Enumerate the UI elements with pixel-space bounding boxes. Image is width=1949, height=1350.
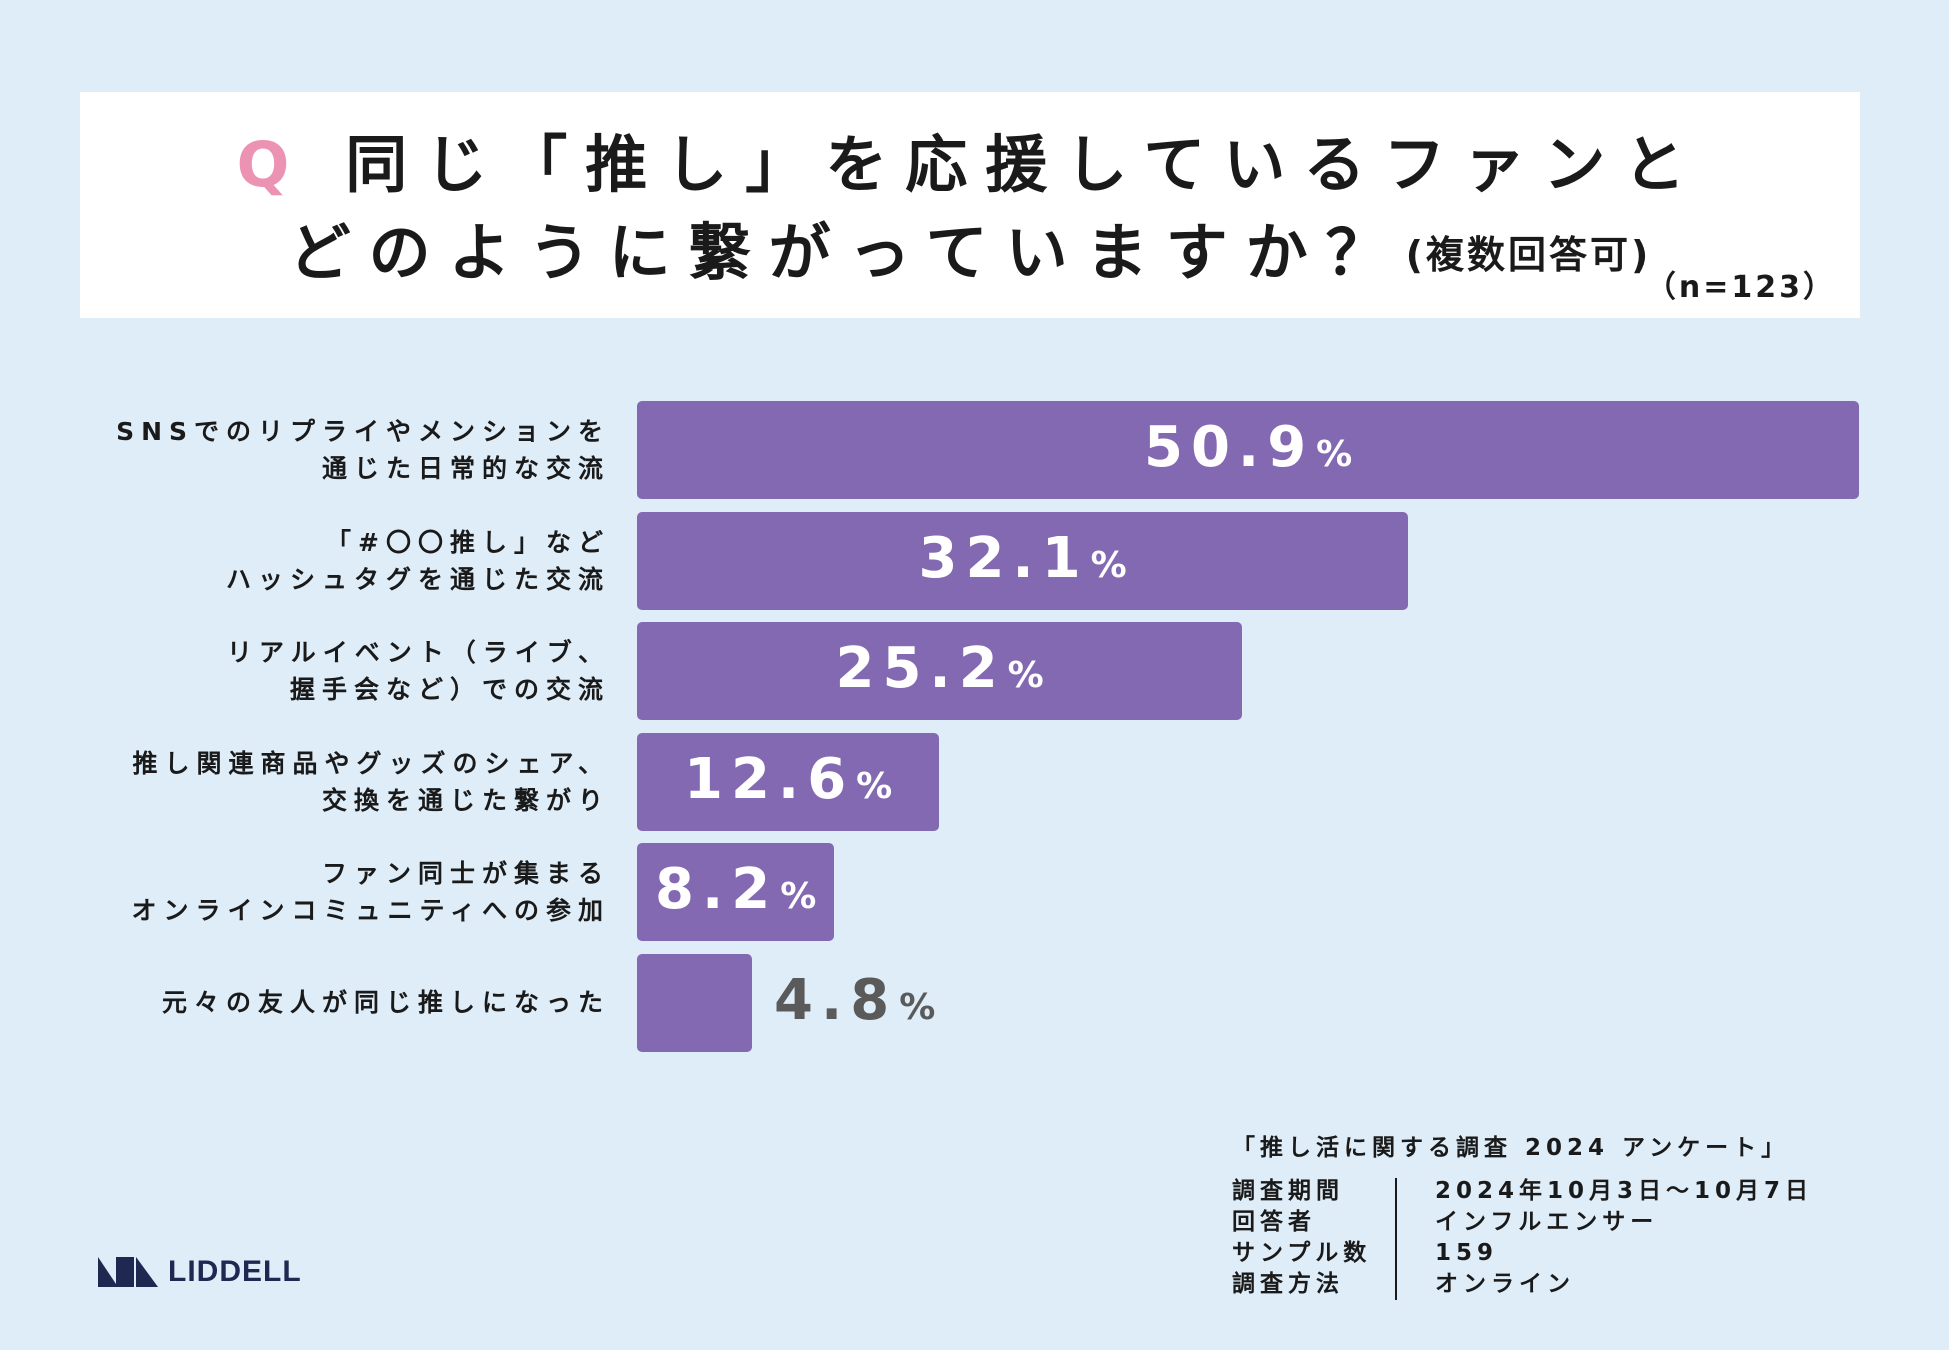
survey-key: 調査方法 [1232, 1271, 1344, 1297]
value-label: 32.1% [919, 526, 1127, 591]
category-label: リアルイベント（ライブ、握手会など）での交流 [50, 634, 610, 708]
survey-value: 2024年10月3日〜10月7日 [1435, 1178, 1814, 1204]
survey-divider [1395, 1178, 1397, 1300]
value-unit: % [1090, 544, 1127, 586]
category-label-line: ファン同士が集まる [321, 859, 610, 888]
bar [637, 511, 1408, 610]
category-label: SNSでのリプライやメンションを通じた日常的な交流 [50, 413, 610, 487]
value-unit: % [780, 876, 817, 917]
category-label-line: 交換を通じた繋がり [321, 785, 610, 815]
survey-row-sample: サンプル数 159 [1232, 1238, 1912, 1269]
survey-key: 調査期間 [1232, 1178, 1344, 1204]
bar [637, 843, 834, 941]
category-label: ファン同士が集まるオンラインコミュニティへの参加 [50, 855, 610, 929]
category-label-line: 「#〇〇推し」など [326, 527, 610, 557]
category-label-line: 推し関連商品やグッズのシェア、 [132, 748, 610, 778]
value-number: 25.2 [835, 636, 1006, 701]
survey-title: 「推し活に関する調査 2024 アンケート」 [1232, 1135, 1790, 1161]
value-number: 8.2 [655, 857, 779, 922]
value-unit: % [856, 765, 893, 807]
value-number: 12.6 [684, 746, 855, 812]
category-label-line: リアルイベント（ライブ、 [226, 638, 610, 667]
survey-value: 159 [1435, 1240, 1499, 1266]
value-label: 12.6% [684, 747, 892, 812]
logo-text: LIDDELL [168, 1255, 302, 1288]
value-unit: % [1007, 655, 1044, 696]
category-label-line: オンラインコミュニティへの参加 [131, 896, 610, 925]
title-box: Q 同じ「推し」を応援しているファンと どのように繋がっていますか？(複数回答可)… [80, 92, 1860, 318]
bar [637, 953, 752, 1052]
bar [637, 622, 1242, 720]
value-number: 50.9 [1144, 415, 1315, 480]
bar [637, 401, 1859, 499]
value-number: 32.1 [918, 525, 1089, 591]
title-line-1: Q 同じ「推し」を応援しているファンと [80, 114, 1860, 204]
survey-row-period: 調査期間 2024年10月3日〜10月7日 [1232, 1176, 1912, 1207]
category-label-line: 通じた日常的な交流 [321, 454, 610, 483]
value-label: 25.2% [836, 636, 1044, 701]
survey-key: サンプル数 [1232, 1240, 1372, 1266]
category-label-line: ハッシュタグを通じた交流 [225, 564, 610, 594]
survey-rows: 調査期間 2024年10月3日〜10月7日 回答者 インフルエンサー サンプル数 15… [1232, 1176, 1912, 1300]
value-label: 8.2% [655, 857, 816, 922]
title-text-1: 同じ「推し」を応援しているファンと [345, 128, 1704, 201]
survey-key: 回答者 [1232, 1209, 1316, 1235]
question-mark: Q [236, 128, 308, 201]
title-text-2: どのように繋がっていますか？ [288, 216, 1406, 289]
value-unit: % [899, 986, 936, 1028]
title-line-2: どのように繋がっていますか？(複数回答可) [80, 202, 1860, 292]
sample-size-label: （n=123） [1645, 270, 1836, 305]
value-label: 4.8% [774, 968, 935, 1033]
survey-row-respondents: 回答者 インフルエンサー [1232, 1207, 1912, 1238]
survey-info: 「推し活に関する調査 2024 アンケート」 調査期間 2024年10月3日〜10… [1232, 1128, 1912, 1300]
category-label-line: SNSでのリプライやメンションを [116, 417, 610, 446]
bar-chart: SNSでのリプライやメンションを通じた日常的な交流 50.9% 「#〇〇推し」などハ… [50, 401, 1859, 1052]
category-label: 「#〇〇推し」などハッシュタグを通じた交流 [50, 524, 610, 598]
logo-mark-icon [98, 1257, 158, 1287]
survey-value: インフルエンサー [1435, 1209, 1659, 1235]
category-label-line: 握手会など）での交流 [289, 675, 610, 704]
category-label: 推し関連商品やグッズのシェア、交換を通じた繋がり [50, 745, 610, 819]
value-number: 4.8 [774, 967, 898, 1033]
value-label: 50.9% [1144, 415, 1352, 480]
liddell-logo: LIDDELL [96, 1254, 302, 1290]
category-label: 元々の友人が同じ推しになった [50, 984, 610, 1021]
value-unit: % [1316, 434, 1353, 475]
survey-row-method: 調査方法 オンライン [1232, 1269, 1912, 1300]
title-note: (複数回答可) [1405, 233, 1652, 277]
bar [637, 732, 939, 831]
survey-value: オンライン [1435, 1271, 1575, 1297]
category-label-line: 元々の友人が同じ推しになった [161, 988, 610, 1017]
